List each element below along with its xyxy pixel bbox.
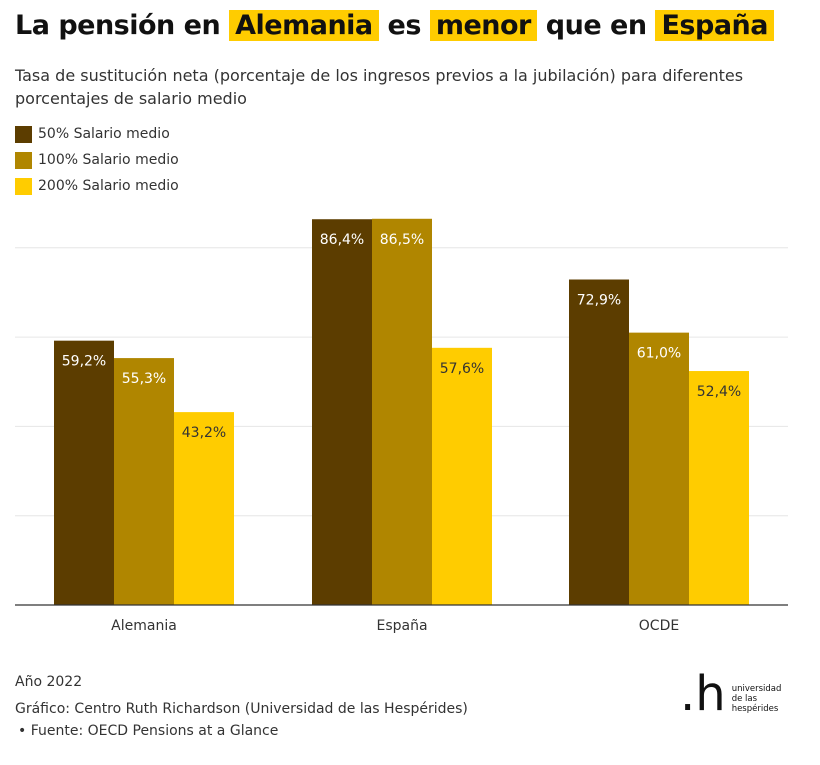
bar — [689, 371, 749, 605]
data-label: 59,2% — [62, 354, 106, 370]
title-part: es — [378, 10, 430, 41]
footer-year: Año 2022 — [15, 674, 83, 690]
bar — [114, 358, 174, 605]
logo-text: universidad de las hespérides — [732, 684, 782, 714]
legend: 50% Salario medio 100% Salario medio 200… — [15, 121, 179, 199]
logo-text-line: hespérides — [731, 704, 779, 714]
legend-label: 200% Salario medio — [38, 178, 179, 194]
legend-item: 50% Salario medio — [15, 121, 179, 147]
data-label: 86,5% — [380, 232, 424, 248]
legend-swatch — [15, 151, 32, 169]
data-label: 43,2% — [182, 425, 226, 441]
logo-text-line: universidad — [731, 684, 782, 694]
footer-credit: Gráfico: Centro Ruth Richardson (Univers… — [15, 701, 468, 717]
legend-swatch — [15, 125, 32, 143]
title-highlight-alemania: Alemania — [229, 10, 379, 41]
title-part: que en — [536, 10, 656, 41]
data-label: 52,4% — [697, 384, 741, 400]
bar — [54, 340, 114, 605]
x-tick-label: OCDE — [639, 618, 679, 634]
bar — [569, 279, 629, 605]
legend-label: 50% Salario medio — [38, 126, 170, 142]
bar — [372, 218, 432, 605]
legend-item: 100% Salario medio — [15, 147, 179, 173]
data-label: 57,6% — [440, 361, 484, 377]
title-highlight-menor: menor — [429, 10, 537, 41]
logo-text-line: de las — [731, 694, 758, 704]
logo-mark: .h — [680, 666, 726, 722]
x-tick-label: España — [376, 618, 427, 634]
bar-chart: 59,2% 55,3% 43,2% Alemania 86,4% 86,5% 57,6% Es… — [15, 218, 788, 634]
legend-item: 200% Salario medio — [15, 173, 179, 199]
legend-swatch — [15, 177, 32, 195]
bar — [432, 347, 492, 605]
title-part: La pensión en — [15, 10, 230, 41]
data-label: 55,3% — [122, 371, 166, 387]
title-highlight-espana: España — [655, 10, 774, 41]
data-label: 86,4% — [320, 232, 364, 248]
x-tick-label: Alemania — [111, 618, 177, 634]
data-label: 61,0% — [637, 346, 681, 362]
university-logo: .h universidad de las hespérides — [680, 666, 782, 722]
bar — [629, 332, 689, 605]
data-label: 72,9% — [577, 293, 621, 309]
legend-label: 100% Salario medio — [38, 152, 179, 168]
chart-subtitle: Tasa de sustitución neta (porcentaje de … — [15, 66, 744, 108]
bar — [312, 219, 372, 605]
footer-source: • Fuente: OECD Pensions at a Glance — [18, 723, 279, 739]
bar — [174, 412, 234, 605]
chart-title: La pensión en Alemania es menor que en E… — [15, 10, 774, 41]
